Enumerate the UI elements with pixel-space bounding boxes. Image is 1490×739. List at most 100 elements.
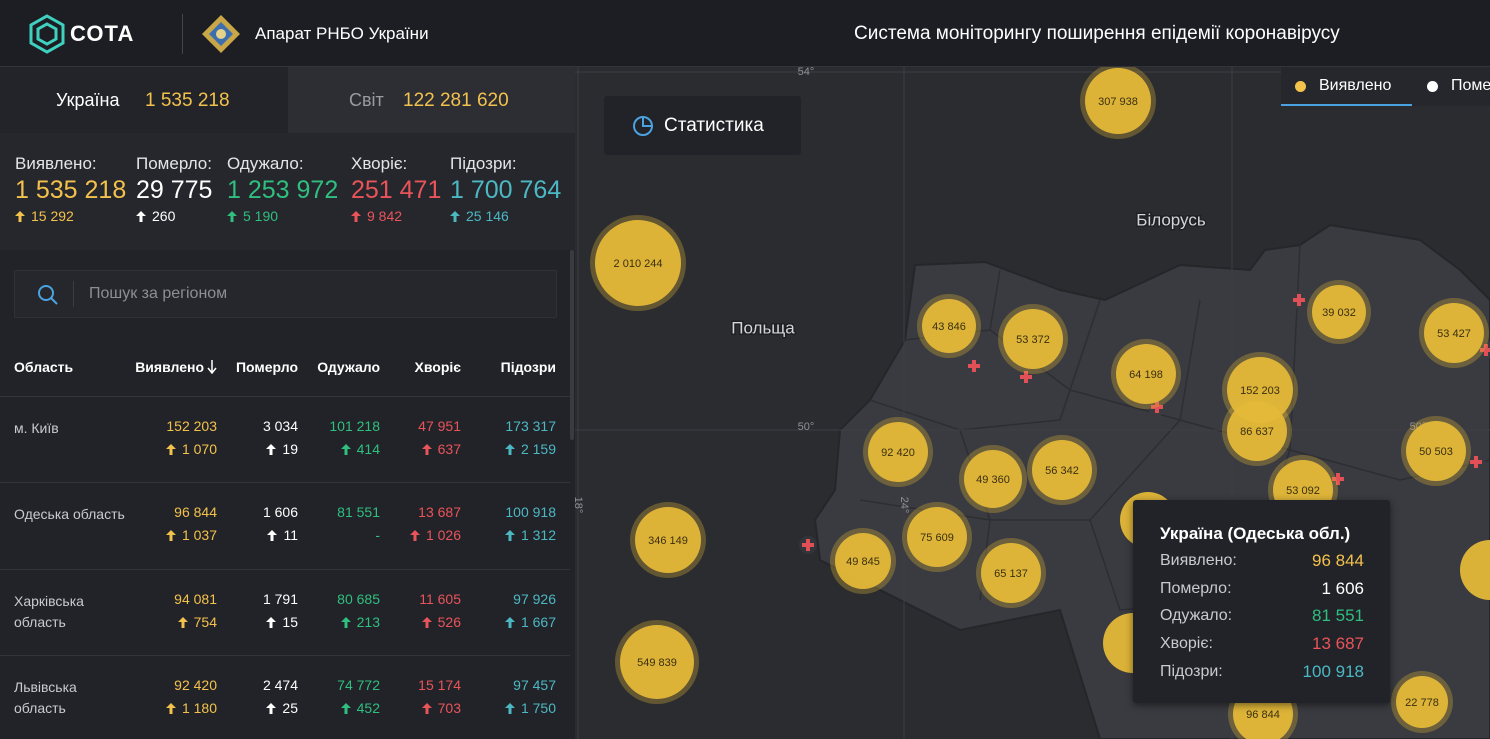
search-placeholder: Пошук за регіоном	[89, 285, 228, 302]
cluster-label: 53 092	[1286, 485, 1320, 497]
summary-value: 251 471	[351, 176, 442, 204]
tab[interactable]: Світ 122 281 620	[288, 67, 575, 133]
cluster-label: 346 149	[648, 535, 688, 547]
tab-label: Україна	[56, 90, 120, 110]
column-title: Виявлено	[135, 359, 204, 375]
cluster-label: 75 609	[920, 532, 954, 544]
cell-value: 15 174	[418, 677, 461, 693]
cluster-label: 43 846	[932, 321, 966, 333]
cluster-label: 50 503	[1419, 446, 1453, 458]
cell-value: 2 474	[262, 677, 298, 693]
cluster-label: 49 360	[976, 474, 1010, 486]
up-arrow	[267, 530, 278, 541]
column-header[interactable]: Підозри	[501, 359, 556, 375]
summary-label: Підозри:	[450, 154, 517, 173]
tab-value: 122 281 620	[403, 90, 509, 111]
cell-change: 1 070	[165, 441, 217, 457]
coordinate-label: 18°	[575, 497, 584, 514]
legend-dot	[1295, 81, 1306, 92]
column-header: Область	[14, 359, 74, 375]
pie-icon	[633, 116, 653, 136]
legend-item[interactable]: Поме	[1413, 67, 1490, 104]
cell-value: 100 918	[505, 504, 556, 520]
search-icon	[38, 285, 58, 305]
cell-value: 81 551	[337, 504, 380, 520]
cell-value: 3 034	[262, 418, 298, 434]
column-header[interactable]: Одужало	[317, 359, 380, 375]
summary-change: 5 190	[227, 208, 278, 224]
summary-label: Виявлено:	[15, 154, 97, 173]
up-arrow	[340, 617, 351, 628]
change-value: 1 070	[181, 441, 217, 457]
column-header[interactable]: Хворіє	[415, 359, 461, 375]
cluster-label: 549 839	[637, 657, 677, 669]
change-value: 15	[282, 614, 298, 630]
cell-value: 74 772	[337, 677, 380, 693]
up-arrow	[340, 444, 351, 455]
cell-change: 19	[266, 441, 298, 457]
cluster-label: 2 010 244	[614, 258, 663, 270]
up-arrow	[421, 444, 432, 455]
row-divider	[0, 482, 570, 483]
summary-label: Одужало:	[227, 154, 304, 173]
tooltip-label: Хворіє:	[1160, 635, 1213, 653]
cell-change: 1 037	[165, 527, 217, 543]
sort-arrow	[207, 360, 217, 375]
country-label: Польща	[731, 318, 795, 337]
change-value: 15 292	[31, 208, 74, 224]
change-value: 5 190	[243, 208, 279, 224]
up-arrow	[266, 617, 277, 628]
change-value: 414	[356, 441, 380, 457]
change-value: 754	[193, 614, 217, 630]
tooltip-value: 81 551	[1312, 606, 1364, 626]
stats-button[interactable]: Статистика	[604, 96, 801, 155]
coordinate-label: 24°	[898, 497, 910, 514]
cell-change: 703	[421, 700, 461, 716]
scrollbar	[570, 250, 574, 440]
column-header[interactable]: Виявлено	[135, 359, 217, 375]
cluster	[835, 533, 891, 589]
cell-value: 173 317	[505, 418, 556, 434]
change-value: 19	[282, 441, 298, 457]
change-value: 213	[356, 614, 380, 630]
cell-change: 754	[177, 614, 217, 630]
up-arrow	[136, 211, 146, 222]
summary-value: 1 253 972	[227, 176, 339, 204]
cluster	[1424, 303, 1484, 363]
up-arrow	[165, 530, 176, 541]
column-title: Підозри	[500, 359, 556, 375]
tooltip: Україна (Одеська обл.) Виявлено: 96 844 Пом…	[1133, 500, 1390, 703]
change-value: 1 750	[520, 700, 556, 716]
legend-item[interactable]: Виявлено	[1281, 67, 1412, 106]
up-arrow	[504, 617, 515, 628]
cell-change: 637	[421, 441, 461, 457]
cell-change: 1 180	[165, 700, 217, 716]
cell-change: 452	[340, 700, 380, 716]
cell-change: 1 026	[409, 527, 461, 543]
up-arrow	[177, 617, 188, 628]
cluster	[595, 220, 681, 306]
coordinate-label: 50°	[798, 421, 815, 433]
organization: Апарат РНБО України	[255, 24, 429, 43]
region-name: Одеська область	[14, 506, 125, 522]
summary-label: Померло:	[136, 154, 212, 173]
up-arrow	[266, 703, 277, 714]
summary-value: 1 700 764	[450, 176, 562, 204]
column-header[interactable]: Померло	[236, 359, 298, 375]
tooltip-value: 96 844	[1312, 551, 1364, 570]
change-value: 1 026	[425, 527, 461, 543]
change-value: 2 159	[520, 441, 556, 457]
up-arrow	[165, 444, 176, 455]
stats-button-label: Статистика	[664, 115, 764, 136]
change-value: 1 037	[181, 527, 217, 543]
change-value: 25 146	[466, 208, 509, 224]
row-divider	[0, 655, 570, 656]
search-box[interactable]: Пошук за регіоном	[14, 270, 557, 318]
tab[interactable]: Україна 1 535 218	[0, 67, 288, 133]
cell-change: 11	[267, 527, 298, 543]
page-title: Система моніторингу поширення епідемії к…	[854, 23, 1340, 44]
cell-note: -	[375, 527, 380, 543]
divider	[182, 14, 183, 54]
cell-change: 25	[266, 700, 298, 716]
